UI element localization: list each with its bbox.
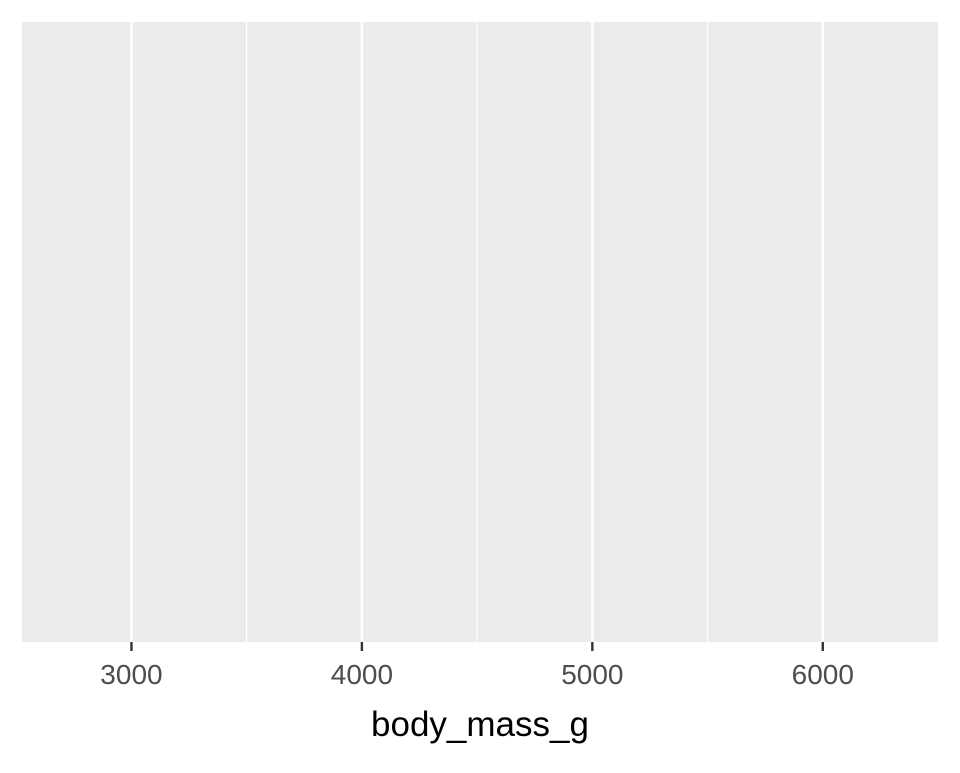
minor-gridlines xyxy=(246,22,709,642)
major-gridlines xyxy=(130,22,824,642)
x-tick-label: 4000 xyxy=(331,659,393,690)
x-tick-label: 5000 xyxy=(561,659,623,690)
x-axis-title: body_mass_g xyxy=(371,705,589,744)
x-axis-ticks xyxy=(130,642,824,651)
x-tick-label: 6000 xyxy=(792,659,854,690)
plot-panel xyxy=(22,22,938,642)
x-tick-label: 3000 xyxy=(100,659,162,690)
x-axis-tick-labels: 3000 4000 5000 6000 xyxy=(100,659,854,690)
